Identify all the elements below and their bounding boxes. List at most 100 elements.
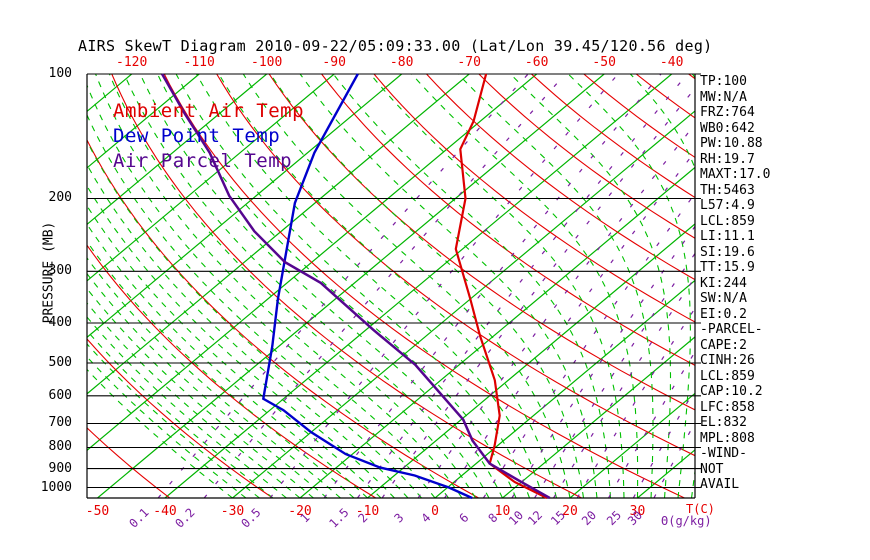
mixing-ratio-line [534,252,695,498]
bottom-temp-tick-label: -30 [220,504,245,519]
moist-adiabats-group [87,74,695,498]
stat-line: KI:244 [700,275,747,291]
mixing-ratio-unit-label: Θ(g/kg) [661,514,712,528]
moist-adiabat-line [87,83,449,498]
stat-line: EI:0.2 [700,306,747,322]
dry-adiabat-line [426,74,695,281]
bottom-temp-tick-label: -40 [153,504,177,519]
bottom-temp-tick-label: 30 [629,504,646,519]
stat-line: CAPE:2 [700,337,747,353]
bottom-temp-tick-label: 20 [562,504,578,519]
moist-adiabat-line [87,302,301,498]
pressure-tick-label: 400 [48,314,72,330]
top-temp-tick-label: -80 [389,55,414,70]
dewpoint-curve [261,73,473,500]
mixing-ratio-line [381,87,695,498]
stat-line: TT:15.9 [700,260,755,275]
moist-adiabat-line [123,74,490,498]
moist-adiabat-line [87,329,274,498]
isotherm-line [97,74,605,498]
moist-adiabat-line [87,368,233,498]
moist-adiabat-line [369,74,625,498]
temperature-unit-label: T(C) [686,502,715,516]
bottom-temp-tick-label: 0 [431,504,439,519]
dry-adiabat-line [478,74,695,239]
top-temp-tick-label: -110 [183,55,215,70]
isotherm-line [299,166,695,498]
pressure-tick-label: 600 [48,387,72,403]
pressure-tick-label: 800 [48,439,72,455]
top-temp-tick-label: -100 [251,55,283,70]
dry-adiabat-line [268,74,695,411]
isotherm-line [164,74,673,498]
top-temp-tick-label: -120 [116,55,148,70]
stat-line: PW:10.88 [700,136,763,151]
background-lines [87,74,695,498]
moist-adiabat-line [87,223,368,498]
legend-item-ambient-temp: Ambient Air Temp [113,100,305,122]
moist-adiabat-line [411,74,639,498]
mixing-ratio-line [511,225,695,498]
moist-adiabat-line [87,287,314,498]
stat-line: FRZ:764 [700,105,755,120]
moist-adiabat-line [457,74,654,498]
isotherm-line [569,392,695,498]
pressure-tick-label: 700 [48,415,72,431]
moist-adiabat-line [87,204,382,498]
mixing-ratio-group [157,74,695,498]
pressure-tick-label: 900 [48,460,72,476]
dry-adiabats-group [87,74,695,498]
mixing-ratio-line [357,74,688,498]
isotherm-line [87,74,268,226]
stat-line: LCL:859 [700,213,755,229]
pressure-tick-label: 100 [48,66,72,81]
stat-line: TP:100 [700,74,747,89]
stat-line: SW:N/A [700,291,747,306]
dry-adiabat-line [321,74,695,366]
moist-adiabat-line [509,74,672,498]
dry-adiabat-line [111,74,582,498]
mixing-ratio-line [203,74,566,498]
stat-line: L57:4.9 [700,198,755,213]
stat-line: TH:5463 [700,182,755,198]
dry-adiabat-line [531,74,695,199]
top-temp-tick-label: -90 [322,55,346,70]
pressure-tick-label: 200 [48,190,72,206]
stat-line: SI:19.6 [700,244,755,260]
moist-adiabat-line [218,74,558,498]
isotherm-line [87,74,200,169]
top-temp-tick-label: -50 [592,55,616,70]
moist-adiabat-line [87,139,422,498]
moist-adiabat-line [87,316,287,498]
isotherm-line [87,74,403,339]
dry-adiabat-line [87,338,274,498]
dry-adiabat-line [583,74,695,159]
legend-item-dew-point: Dew Point Temp [113,125,281,147]
stat-line: EL:832 [700,415,747,430]
pressure-tick-label: 500 [48,355,72,371]
stat-line: AVAIL [700,477,740,492]
isotherm-line [87,74,335,282]
mixing-ratio-line [157,74,529,498]
bottom-temp-tick-label: -10 [355,504,380,519]
top-temp-tick-label: -70 [457,55,481,70]
isotherm-line [87,74,470,395]
bottom-temp-tick-label: -50 [85,504,110,519]
moist-adiabat-line [269,74,585,498]
bottom-temp-tick-label: 10 [494,504,511,519]
stat-line: MW:N/A [700,89,747,105]
page-title: AIRS SkewT Diagram 2010-09-22/05:09:33.0… [78,37,713,55]
moist-adiabat-line [87,240,355,498]
dry-adiabat-line [163,74,685,498]
stat-line: CINH:26 [700,353,755,368]
parcel-curve [161,73,551,500]
dry-adiabat-line [373,74,695,323]
moist-adiabat-line [242,74,571,498]
stat-line: RH:19.7 [700,151,755,167]
moist-adiabat-line [87,356,247,498]
isotherm-line [367,223,695,498]
sounding-indices-panel: TP:100 MW:N/A FRZ:764 WB0:642 PW:10.88 RH:19.… [700,74,770,493]
isotherm-line [502,336,695,498]
